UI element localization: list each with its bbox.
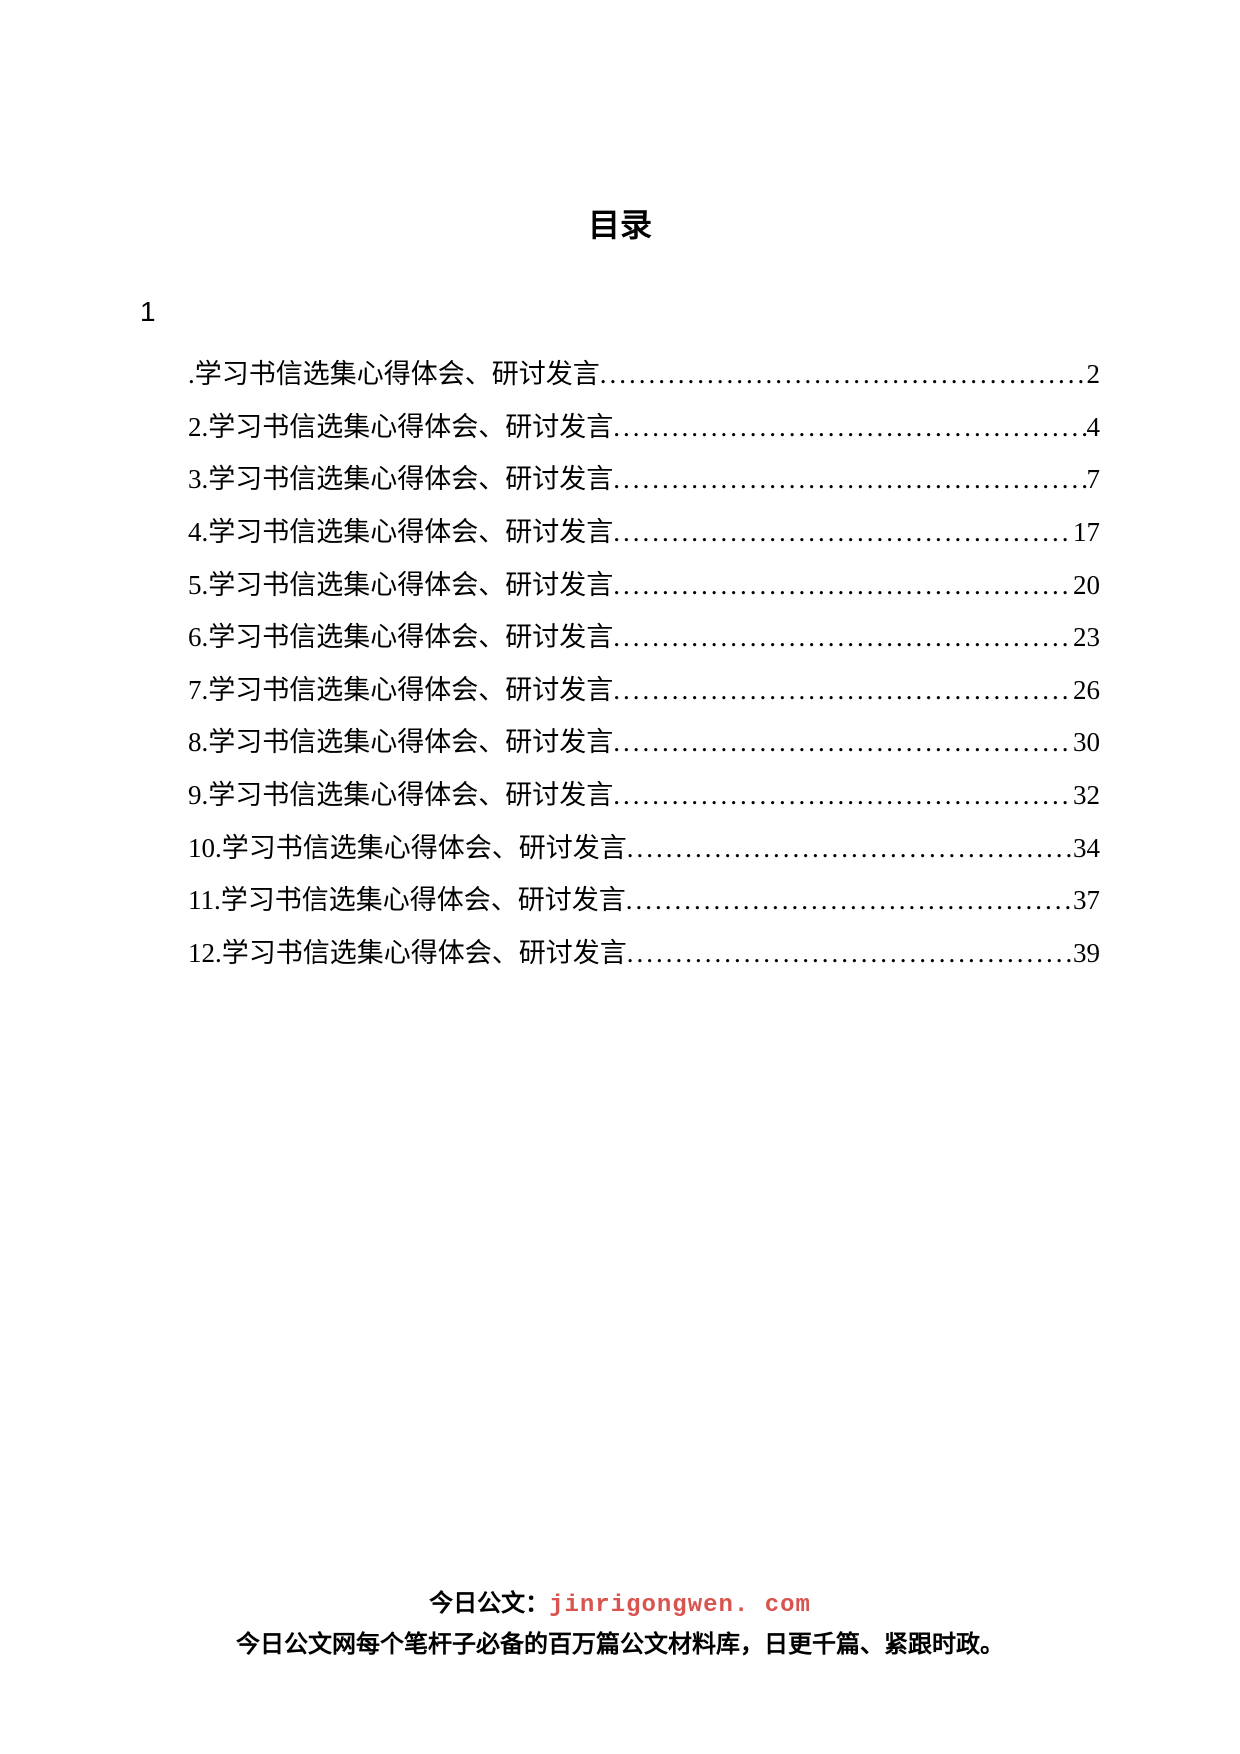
toc-item[interactable]: 8.学习书信选集心得体会、研讨发言 30 [188, 716, 1100, 769]
toc-item-dots [613, 453, 1086, 506]
toc-item-text: 12.学习书信选集心得体会、研讨发言 [188, 927, 627, 980]
toc-item-page: 37 [1073, 874, 1100, 927]
toc-item-text: 7.学习书信选集心得体会、研讨发言 [188, 664, 613, 717]
footer-link[interactable]: jinrigongwen. com [549, 1592, 811, 1619]
toc-list: .学习书信选集心得体会、研讨发言22.学习书信选集心得体会、研讨发言43.学习书… [140, 348, 1100, 980]
number-one: 1 [140, 296, 1100, 328]
toc-item-dots [627, 927, 1073, 980]
toc-item[interactable]: 11.学习书信选集心得体会、研讨发言 37 [188, 874, 1100, 927]
toc-item-page: 32 [1073, 769, 1100, 822]
toc-item[interactable]: 4.学习书信选集心得体会、研讨发言 17 [188, 506, 1100, 559]
toc-title: 目录 [140, 200, 1100, 246]
toc-item-dots [613, 664, 1073, 717]
toc-item[interactable]: 2.学习书信选集心得体会、研讨发言 4 [188, 401, 1100, 454]
page-footer: 今日公文：jinrigongwen. com 今日公文网每个笔杆子必备的百万篇公… [0, 1585, 1240, 1664]
toc-item-text: 3.学习书信选集心得体会、研讨发言 [188, 453, 613, 506]
toc-item-page: 26 [1073, 664, 1100, 717]
toc-item-text: 5.学习书信选集心得体会、研讨发言 [188, 559, 613, 612]
toc-item-text: 10.学习书信选集心得体会、研讨发言 [188, 822, 627, 875]
toc-item-text: .学习书信选集心得体会、研讨发言 [188, 348, 600, 401]
toc-item-text: 9.学习书信选集心得体会、研讨发言 [188, 769, 613, 822]
toc-item-page: 34 [1073, 822, 1100, 875]
toc-item-dots [613, 611, 1073, 664]
toc-item[interactable]: 7.学习书信选集心得体会、研讨发言 26 [188, 664, 1100, 717]
toc-item[interactable]: 3.学习书信选集心得体会、研讨发言 7 [188, 453, 1100, 506]
toc-item[interactable]: 5.学习书信选集心得体会、研讨发言 20 [188, 559, 1100, 612]
footer-line-1: 今日公文：jinrigongwen. com [0, 1585, 1240, 1625]
toc-item-dots [600, 348, 1087, 401]
toc-item-text: 11.学习书信选集心得体会、研讨发言 [188, 874, 626, 927]
toc-item-dots [613, 716, 1073, 769]
toc-item-page: 4 [1087, 401, 1101, 454]
toc-item-dots [627, 822, 1073, 875]
toc-item-dots [613, 401, 1086, 454]
toc-item-page: 20 [1073, 559, 1100, 612]
toc-item-text: 4.学习书信选集心得体会、研讨发言 [188, 506, 613, 559]
toc-item[interactable]: 6.学习书信选集心得体会、研讨发言 23 [188, 611, 1100, 664]
toc-item[interactable]: 12.学习书信选集心得体会、研讨发言 39 [188, 927, 1100, 980]
footer-line-2: 今日公文网每个笔杆子必备的百万篇公文材料库，日更千篇、紧跟时政。 [0, 1626, 1240, 1664]
toc-item-dots [613, 559, 1073, 612]
toc-item-page: 2 [1087, 348, 1101, 401]
toc-item-text: 6.学习书信选集心得体会、研讨发言 [188, 611, 613, 664]
toc-item[interactable]: 9.学习书信选集心得体会、研讨发言 32 [188, 769, 1100, 822]
toc-item-dots [626, 874, 1073, 927]
toc-item-page: 30 [1073, 716, 1100, 769]
footer-prefix: 今日公文： [429, 1590, 549, 1617]
toc-item-text: 2.学习书信选集心得体会、研讨发言 [188, 401, 613, 454]
toc-item-dots [613, 506, 1073, 559]
toc-item-page: 23 [1073, 611, 1100, 664]
toc-item[interactable]: 10.学习书信选集心得体会、研讨发言 34 [188, 822, 1100, 875]
toc-item-dots [613, 769, 1073, 822]
toc-item-page: 7 [1087, 453, 1101, 506]
toc-item-page: 17 [1073, 506, 1100, 559]
toc-item-text: 8.学习书信选集心得体会、研讨发言 [188, 716, 613, 769]
toc-item[interactable]: .学习书信选集心得体会、研讨发言 2 [188, 348, 1100, 401]
toc-item-page: 39 [1073, 927, 1100, 980]
